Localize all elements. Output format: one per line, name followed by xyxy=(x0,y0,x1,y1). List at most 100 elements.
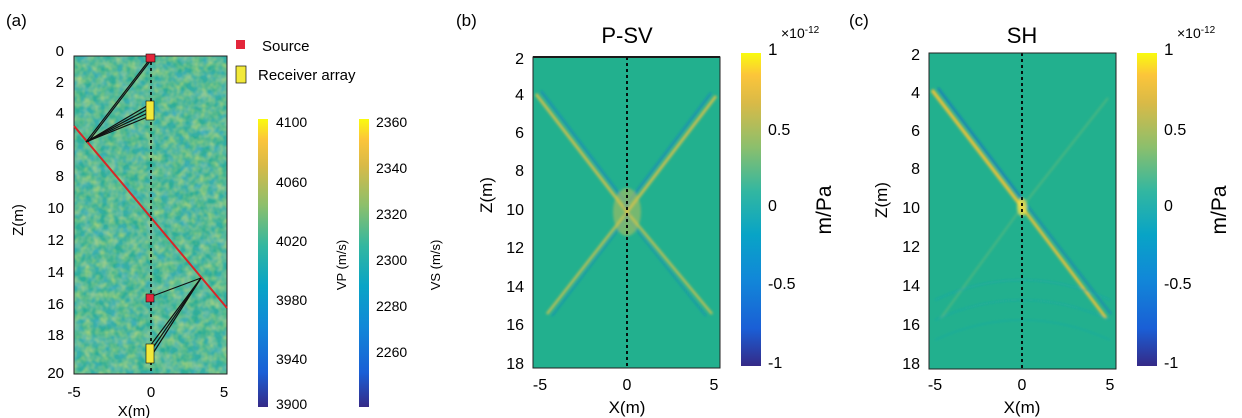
panel-a-ray-paths-top xyxy=(85,58,152,143)
legend-receiver-marker xyxy=(235,65,247,84)
panel-c-z-tick: 6 xyxy=(911,123,920,140)
panel-b-z-tick: 8 xyxy=(515,163,524,180)
panel-a-z-tick: 2 xyxy=(56,74,64,91)
vs-tick: 2280 xyxy=(376,298,407,314)
legend-source-marker xyxy=(236,40,245,49)
panel-b-cbar-tick: 1 xyxy=(768,40,777,59)
panel-a-z-tick: 4 xyxy=(56,105,64,122)
panel-c-cbar-tick: -0.5 xyxy=(1164,276,1192,293)
panel-b-x-tick: 5 xyxy=(710,377,719,394)
panel-c-z-tick: 12 xyxy=(902,239,920,256)
panel-c-cbar-exponent: ×10-12 xyxy=(1177,25,1216,41)
panel-c-x-tick: 0 xyxy=(1018,377,1027,394)
panel-b-title: P-SV xyxy=(601,23,653,48)
vs-colorbar-label: VS (m/s) xyxy=(428,240,443,291)
panel-b-z-tick: 6 xyxy=(515,125,524,142)
vp-tick: 4020 xyxy=(276,233,307,249)
panel-a-z-tick: 18 xyxy=(47,327,64,344)
panel-c-z-ticks: 2 4 6 8 10 12 14 16 18 xyxy=(902,47,920,373)
panel-c-cbar-tick: 1 xyxy=(1164,40,1173,59)
panel-b-cbar-tick: 0.5 xyxy=(768,122,790,139)
panel-c-z-tick: 16 xyxy=(902,317,920,334)
panel-a-z-ticks: 0 2 4 6 8 10 12 14 16 18 20 xyxy=(47,43,64,382)
panel-b-wavefield xyxy=(532,56,721,369)
vs-tick: 2360 xyxy=(376,114,407,130)
panel-b-cbar-tick: 0 xyxy=(768,198,777,215)
panel-c-xlabel: X(m) xyxy=(1004,398,1041,417)
panel-b-letter: (b) xyxy=(456,11,477,30)
panel-a-x-tick: 0 xyxy=(147,384,155,401)
vs-tick: 2340 xyxy=(376,160,407,176)
legend-source-label: Source xyxy=(262,38,310,55)
panel-b-cbar-tick: -1 xyxy=(768,355,782,372)
panel-a-z-tick: 8 xyxy=(56,168,64,185)
panel-b-cbar-label: m/Pa xyxy=(813,185,836,234)
panel-a-z-tick: 12 xyxy=(47,232,64,249)
panel-c-title: SH xyxy=(1007,23,1038,48)
vs-colorbar-ticks: 2360 2340 2320 2300 2280 2260 xyxy=(376,114,407,360)
panel-a-x-tick: -5 xyxy=(67,384,80,401)
panel-b-z-tick: 12 xyxy=(506,240,524,257)
panel-c-cbar-label: m/Pa xyxy=(1208,185,1231,234)
panel-c-z-tick: 4 xyxy=(911,85,920,102)
panel-b-x-tick: -5 xyxy=(533,377,547,394)
panel-a-xlabel: X(m) xyxy=(118,403,151,418)
panel-c-cbar-tick: 0 xyxy=(1164,198,1173,215)
vp-tick: 3940 xyxy=(276,351,307,367)
vp-tick: 4100 xyxy=(276,114,307,130)
panel-a-source-bottom xyxy=(145,293,155,303)
panel-b: (b) P-SV 2 4 6 8 10 xyxy=(456,11,836,417)
panel-a-x-ticks: -5 0 5 xyxy=(67,384,228,401)
vp-colorbar-ticks: 4100 4060 4020 3980 3940 3900 xyxy=(276,114,307,412)
panel-c: (c) SH 2 4 6 8 10 xyxy=(849,11,1231,417)
panel-a-letter: (a) xyxy=(6,11,27,30)
vp-tick: 4060 xyxy=(276,174,307,190)
vp-colorbar: 4100 4060 4020 3980 3940 3900 VP (m/s) xyxy=(258,114,349,412)
panel-a-legend: Source Receiver array xyxy=(235,38,356,84)
panel-a-ray-paths-bottom xyxy=(149,277,202,359)
panel-b-z-ticks: 2 4 6 8 10 12 14 16 18 xyxy=(506,51,524,373)
panel-a-z-tick: 16 xyxy=(47,296,64,313)
panel-a-ylabel: Z(m) xyxy=(10,204,27,236)
panel-c-ylabel: Z(m) xyxy=(872,182,891,218)
panel-b-colorbar-ticks: 1 0.5 0 -0.5 -1 xyxy=(768,40,796,372)
vp-colorbar-label: VP (m/s) xyxy=(334,240,349,290)
legend-receiver-label: Receiver array xyxy=(258,67,356,84)
panel-b-z-tick: 16 xyxy=(506,317,524,334)
panel-a: (a) xyxy=(6,11,443,418)
panel-b-x-tick: 0 xyxy=(623,377,632,394)
panel-a-source-top xyxy=(145,53,156,63)
vs-colorbar: 2360 2340 2320 2300 2280 2260 VS (m/s) xyxy=(359,114,443,407)
panel-c-cbar-tick: 0.5 xyxy=(1164,122,1186,139)
panel-b-cbar-exponent: ×10-12 xyxy=(781,25,820,41)
panel-a-interface-line xyxy=(73,125,228,309)
panel-b-xlabel: X(m) xyxy=(609,398,646,417)
vp-tick: 3900 xyxy=(276,396,307,412)
vs-tick: 2300 xyxy=(376,252,407,268)
panel-c-z-tick: 2 xyxy=(911,47,920,64)
vs-tick: 2260 xyxy=(376,344,407,360)
vs-tick: 2320 xyxy=(376,206,407,222)
panel-a-receiver-bottom xyxy=(145,343,155,364)
panel-a-z-tick: 20 xyxy=(47,365,64,382)
panel-c-x-tick: 5 xyxy=(1106,377,1115,394)
panel-c-x-tick: -5 xyxy=(928,377,942,394)
vp-tick: 3980 xyxy=(276,292,307,308)
panel-c-letter: (c) xyxy=(849,11,869,30)
panel-c-colorbar: 1 0.5 0 -0.5 -1 ×10-12 m/Pa xyxy=(1137,25,1231,372)
panel-a-z-tick: 6 xyxy=(56,137,64,154)
panel-b-z-tick: 14 xyxy=(506,279,524,296)
panel-c-z-tick: 8 xyxy=(911,161,920,178)
panel-c-x-ticks: -5 0 5 xyxy=(928,377,1115,394)
panel-c-cbar-tick: -1 xyxy=(1164,355,1178,372)
panel-b-z-tick: 4 xyxy=(515,87,524,104)
panel-b-z-tick: 10 xyxy=(506,202,524,219)
panel-a-z-tick: 0 xyxy=(56,43,64,60)
panel-c-z-tick: 18 xyxy=(902,356,920,373)
panel-b-z-tick: 18 xyxy=(506,356,524,373)
panel-b-x-ticks: -5 0 5 xyxy=(533,377,719,394)
panel-b-ylabel: Z(m) xyxy=(477,177,496,213)
panel-c-wavefield xyxy=(928,52,1117,370)
panel-c-z-tick: 10 xyxy=(902,200,920,217)
